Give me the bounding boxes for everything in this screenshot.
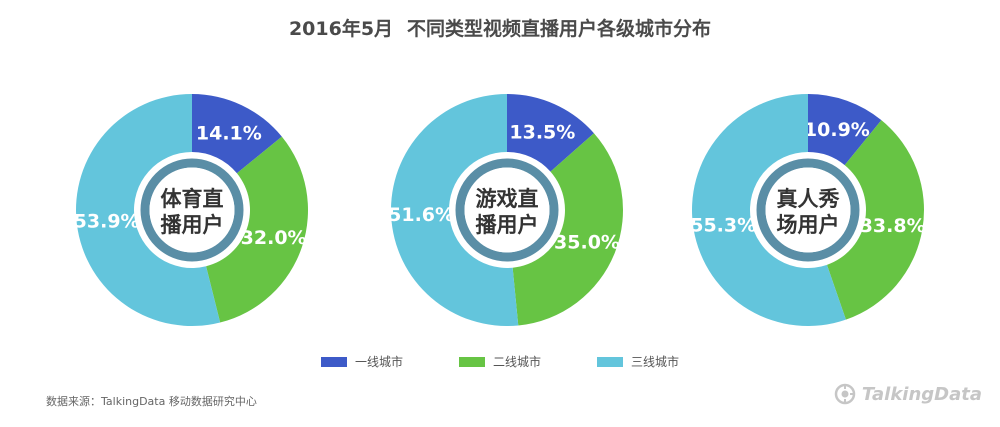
legend-swatch-tier2 bbox=[458, 356, 485, 367]
legend-item-tier2: 二线城市 bbox=[458, 353, 541, 370]
legend: 一线城市 二线城市 三线城市 bbox=[0, 353, 1000, 370]
slice-value-label: 55.3% bbox=[690, 214, 756, 236]
donut-center-label: 真人秀 bbox=[777, 187, 840, 211]
donut-slice-3 bbox=[692, 94, 846, 326]
legend-item-tier3: 三线城市 bbox=[597, 353, 679, 370]
donut-center bbox=[149, 167, 235, 253]
slice-value-label: 35.0% bbox=[554, 232, 620, 254]
donut-center bbox=[765, 167, 851, 253]
legend-item-tier1: 一线城市 bbox=[320, 353, 403, 370]
donut-inner-ring bbox=[756, 158, 860, 262]
donut-center-label: 播用户 bbox=[476, 213, 539, 237]
slice-value-label: 14.1% bbox=[196, 122, 262, 144]
donut-slice-3 bbox=[76, 94, 221, 326]
slice-value-label: 51.6% bbox=[388, 204, 454, 226]
slice-value-label: 53.9% bbox=[74, 211, 140, 233]
donut-center-label: 播用户 bbox=[161, 213, 224, 237]
donut-slice-1 bbox=[507, 94, 594, 172]
talkingdata-logo: TalkingData bbox=[834, 383, 982, 405]
donut-slice-1 bbox=[192, 94, 282, 174]
talkingdata-logo-icon bbox=[834, 383, 856, 405]
donut-inner-ring bbox=[140, 158, 244, 262]
donut-slice-2 bbox=[512, 133, 623, 326]
donut-center-label: 游戏直 bbox=[476, 187, 539, 211]
legend-swatch-tier3 bbox=[597, 356, 623, 367]
legend-swatch-tier1 bbox=[320, 356, 347, 367]
chart-title-date: 2016年5月 bbox=[288, 18, 394, 40]
chart-title-text: 不同类型视频直播用户各级城市分布 bbox=[407, 18, 712, 40]
donut-slice-1 bbox=[808, 94, 882, 166]
donut-slice-2 bbox=[206, 136, 308, 323]
slice-value-label: 33.8% bbox=[860, 215, 926, 237]
slice-value-label: 32.0% bbox=[241, 227, 307, 249]
donut-center-label: 场用户 bbox=[777, 213, 840, 237]
donut-inner-ring bbox=[455, 158, 559, 262]
donut-center-label: 体育直 bbox=[161, 187, 224, 211]
legend-label-tier1: 一线城市 bbox=[354, 355, 403, 369]
slice-value-label: 10.9% bbox=[804, 119, 870, 141]
slice-value-label: 13.5% bbox=[509, 122, 575, 144]
data-source: 数据来源：TalkingData 移动数据研究中心 bbox=[46, 395, 257, 408]
donut-center bbox=[464, 167, 550, 253]
logo-text: TalkingData bbox=[861, 383, 982, 405]
legend-label-tier3: 三线城市 bbox=[631, 355, 680, 369]
donut-slice-3 bbox=[390, 94, 519, 326]
legend-label-tier2: 二线城市 bbox=[492, 355, 541, 369]
chart-title: 2016年5月 不同类型视频直播用户各级城市分布 bbox=[0, 14, 1000, 41]
donut-slice-2 bbox=[826, 120, 924, 320]
